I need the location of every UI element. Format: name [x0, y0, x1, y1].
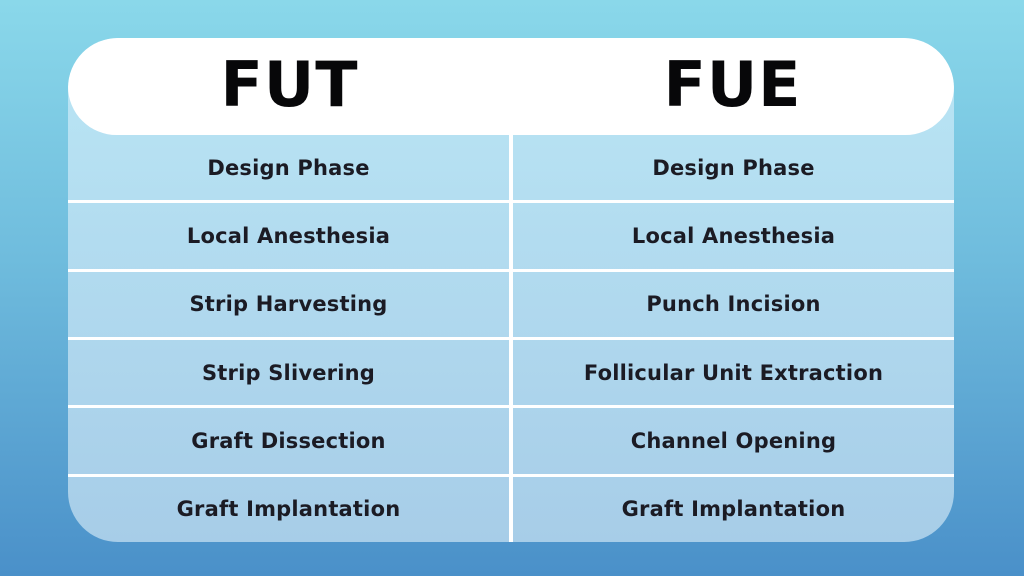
table-row: Punch Incision: [513, 268, 954, 337]
column-fut: Design Phase Local Anesthesia Strip Harv…: [68, 135, 509, 542]
table-row: Design Phase: [652, 155, 815, 180]
table-row: Graft Dissection: [68, 405, 509, 473]
table-row: Follicular Unit Extraction: [513, 336, 954, 405]
table-row: Local Anesthesia: [68, 200, 509, 268]
column-fue: Design Phase Local Anesthesia Punch Inci…: [509, 135, 954, 542]
table-row: Channel Opening: [513, 405, 954, 473]
header-cell-fut: FUT: [220, 47, 359, 121]
table-row: Graft Implantation: [513, 473, 954, 542]
header-cell-fue: FUE: [663, 47, 802, 121]
table-header-band: FUT FUE: [68, 38, 954, 135]
table-row: Strip Slivering: [68, 336, 509, 405]
table-row: Design Phase: [207, 155, 370, 180]
table-row: Graft Implantation: [68, 473, 509, 542]
table-row: Local Anesthesia: [513, 200, 954, 268]
table-body: Design Phase Local Anesthesia Strip Harv…: [68, 135, 954, 542]
comparison-table-card: FUT FUE Design Phase Local Anesthesia St…: [68, 38, 954, 542]
table-row: Strip Harvesting: [68, 268, 509, 337]
